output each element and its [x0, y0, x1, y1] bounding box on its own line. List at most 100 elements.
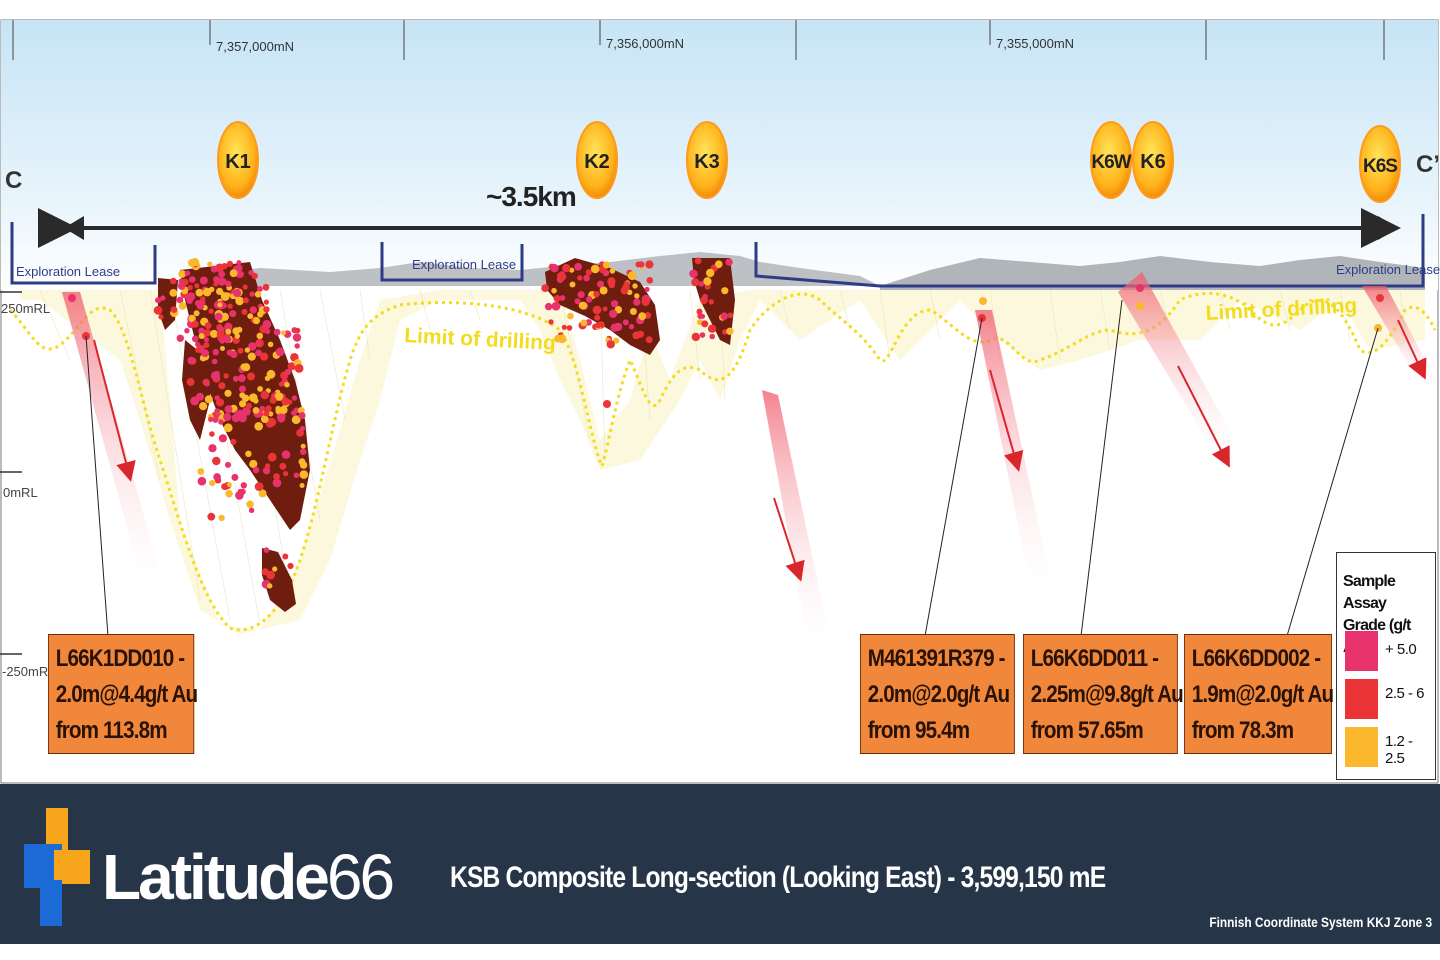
assay-sample-dot — [609, 268, 616, 274]
assay-sample-dot — [284, 368, 292, 376]
assay-sample-dot — [703, 277, 712, 286]
assay-sample-dot — [256, 285, 263, 292]
assay-sample-dot — [299, 470, 309, 479]
assay-sample-dot — [583, 274, 590, 282]
assay-sample-dot — [237, 347, 244, 354]
assay-sample-dot — [706, 268, 715, 278]
assay-sample-dot — [232, 375, 239, 382]
assay-sample-dot — [699, 332, 706, 338]
assay-sample-dot — [284, 381, 290, 388]
assay-sample-dot — [593, 291, 600, 298]
deposit-label-k6: K6 — [1140, 151, 1166, 173]
assay-sample-dot — [262, 319, 272, 329]
assay-sample-dot — [241, 308, 248, 315]
long-section-diagram: 7,357,000mN 7,356,000mN 7,355,000mN Limi… — [0, 19, 1440, 784]
assay-sample-dot — [263, 306, 270, 313]
grade-legend: Sample Assay Grade (g/t Au) + 5.0 2.5 - … — [1336, 552, 1436, 780]
assay-sample-dot — [557, 272, 567, 281]
northing-label-3: 7,355,000mN — [996, 36, 1074, 51]
deposit-marker-k1 — [217, 121, 259, 199]
assay-sample-dot — [574, 298, 581, 305]
assay-sample-dot — [253, 398, 259, 404]
assay-sample-dot — [184, 270, 191, 277]
assay-sample-dot — [294, 364, 304, 373]
legend-label-medium: 2.5 - 6 — [1385, 685, 1425, 702]
assay-sample-dot — [197, 468, 205, 475]
assay-sample-dot — [574, 262, 582, 271]
deposit-label-k3: K3 — [694, 151, 720, 173]
assay-sample-dot — [227, 303, 233, 309]
assay-sample-dot — [216, 330, 225, 339]
legend-swatch-medium — [1345, 679, 1378, 719]
assay-sample-dot — [544, 302, 553, 311]
assay-sample-dot — [292, 333, 302, 342]
callout-l66k1dd010: L66K1DD010 - 2.0m@4.4g/t Au from 113.8m — [48, 634, 198, 754]
assay-sample-dot — [252, 466, 260, 474]
callout-depth: from 113.8m — [55, 717, 168, 744]
assay-sample-dot — [298, 412, 306, 420]
assay-sample-dot — [264, 463, 271, 469]
coordinate-system-note: Finnish Coordinate System KKJ Zone 3 — [1209, 914, 1432, 930]
assay-sample-dot — [224, 405, 233, 414]
assay-sample-dot — [276, 413, 285, 422]
deposit-label-k6w: K6W — [1091, 152, 1131, 173]
legend-label-high: + 5.0 — [1385, 641, 1417, 658]
assay-sample-dot — [207, 261, 213, 267]
assay-sample-dot — [294, 343, 300, 349]
assay-sample-dot — [707, 324, 717, 333]
assay-sample-dot — [188, 314, 196, 323]
assay-sample-dot — [217, 277, 226, 286]
assay-sample-dot — [187, 356, 196, 365]
assay-sample-dot — [252, 317, 260, 325]
assay-sample-dot — [220, 346, 225, 351]
assay-sample-dot — [610, 300, 619, 308]
assay-sample-dot — [208, 444, 217, 453]
assay-sample-dot — [252, 407, 260, 414]
assay-sample-dot — [176, 296, 184, 304]
assay-sample-dot — [266, 369, 276, 379]
assay-sample-dot — [235, 491, 244, 500]
assay-sample-dot — [181, 278, 189, 286]
assay-sample-dot — [160, 295, 166, 301]
assay-sample-dot — [215, 398, 225, 407]
assay-sample-dot — [199, 402, 208, 411]
assay-sample-dot — [273, 473, 280, 480]
assay-sample-dot — [226, 482, 232, 488]
assay-sample-dot — [623, 281, 630, 287]
assay-sample-dot — [634, 293, 640, 299]
assay-sample-dot — [207, 512, 216, 521]
assay-sample-dot — [226, 260, 233, 267]
assay-sample-dot — [595, 322, 602, 329]
callout-hole: L66K6DD011 - — [1030, 645, 1159, 672]
assay-sample-dot — [238, 374, 246, 383]
assay-sample-dot — [633, 298, 641, 306]
assay-sample-dot — [155, 297, 162, 304]
distance-arrow-head-right — [1378, 216, 1398, 240]
assay-sample-dot — [725, 258, 733, 266]
assay-sample-dot — [553, 295, 561, 302]
latitude66-logo-mark — [24, 808, 90, 926]
assay-sample-dot — [700, 296, 708, 305]
assay-sample-dot — [260, 327, 267, 334]
assay-sample-dot — [209, 431, 215, 437]
assay-sample-dot — [194, 283, 200, 289]
assay-sample-dot — [223, 413, 232, 422]
assay-sample-dot — [291, 410, 297, 416]
assay-sample-dot — [209, 480, 216, 487]
deposit-label-k6s: K6S — [1363, 156, 1397, 177]
section-start-label: C — [5, 167, 22, 194]
assay-sample-dot — [242, 297, 249, 304]
assay-sample-dot — [273, 328, 281, 336]
assay-sample-dot — [620, 286, 629, 295]
lease-label-3: Exploration Lease — [1336, 262, 1440, 277]
assay-sample-dot — [551, 301, 561, 311]
lease-label-1: Exploration Lease — [16, 264, 120, 279]
assay-sample-dot — [644, 312, 652, 319]
assay-sample-dot — [240, 482, 247, 489]
target-plume-central — [762, 390, 830, 665]
assay-sample-dot — [214, 408, 221, 414]
assay-sample-dot — [579, 301, 588, 310]
assay-sample-dot — [694, 257, 702, 265]
assay-sample-dot — [645, 260, 654, 269]
assay-sample-dot — [291, 395, 298, 401]
